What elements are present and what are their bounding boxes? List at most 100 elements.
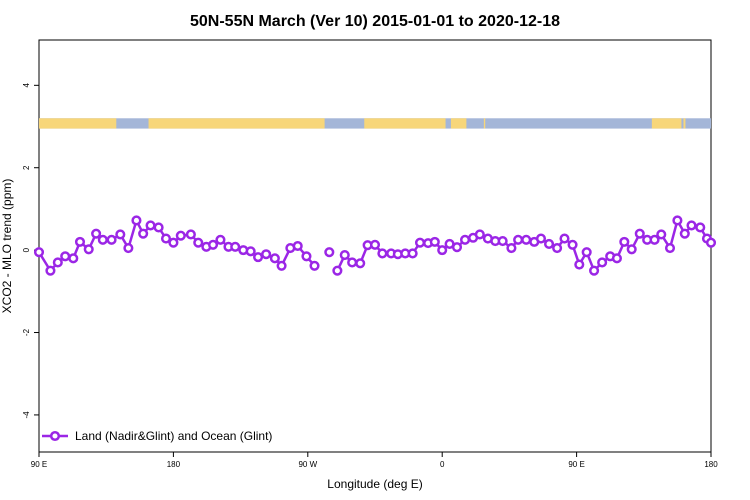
data-point [429,236,440,247]
data-point [97,234,108,245]
data-point [459,234,471,245]
x-tick-label: 90 E [31,460,47,469]
data-point [705,237,717,248]
data-point [131,215,142,226]
data-point [581,247,592,258]
x-axis: 90 E 180 90 W 0 90 E 180 [31,452,718,469]
data-point [106,234,117,245]
data-point [160,233,172,244]
data-point [634,228,645,239]
land-segment [450,118,467,129]
data-point [68,253,79,264]
data-point [521,234,532,245]
data-point [245,246,256,257]
data-point [506,243,517,254]
land-segment [483,118,486,129]
land-segment [651,118,682,129]
data-point [656,229,667,240]
data-point [261,249,272,260]
data-point [649,234,660,245]
y-tick-label: 2 [22,165,31,170]
land-segment [39,118,117,129]
data-point [679,228,690,239]
legend-marker [49,430,61,442]
data-point [535,233,547,244]
land-segment [364,118,446,129]
data-point [347,257,358,268]
data-point [185,229,196,240]
land-segment [148,118,325,129]
chart-title: 50N-55N March (Ver 10) 2015-01-01 to 202… [190,13,560,30]
data-point [269,253,280,264]
data-point [83,244,94,255]
data-point [552,243,563,254]
data-point [513,234,524,245]
data-point [589,265,600,276]
data-point [276,260,287,271]
data-point [45,265,56,276]
data-point [574,259,585,270]
x-tick-label: 0 [440,460,445,469]
data-point [91,228,102,239]
data-point [52,257,63,268]
y-tick-label: 4 [22,83,31,88]
data-point [664,243,676,254]
legend: Land (Nadir&Glint) and Ocean (Glint) [42,429,272,443]
data-point [60,251,71,262]
data-point [123,243,134,254]
data-point [619,236,630,247]
data-point [115,229,126,240]
data-point [339,250,350,261]
data-point [559,233,570,244]
data-point [611,253,622,264]
data-point [626,244,637,255]
data-point [377,248,388,259]
data-point [301,251,312,262]
data-point [309,260,320,271]
data-point [355,258,366,269]
y-tick-label: -4 [22,411,31,419]
legend-label: Land (Nadir&Glint) and Ocean (Glint) [75,429,272,443]
series-layer [33,215,717,276]
data-point [695,222,706,233]
data-point [414,237,426,248]
data-point [138,228,149,239]
data-point [253,252,264,263]
land-segment [683,118,686,129]
y-tick-label: 0 [22,247,31,252]
x-tick-label: 90 E [568,460,584,469]
data-point [407,248,418,259]
data-point [437,245,448,256]
x-tick-label: 180 [167,460,181,469]
data-point [153,222,164,233]
data-point [451,242,463,253]
data-point [230,241,241,252]
data-point [332,265,343,276]
data-point [33,247,45,258]
data-point [145,220,156,231]
data-point [292,240,303,252]
x-axis-label: Longitude (deg E) [327,477,422,491]
y-tick-label: -2 [22,328,31,336]
data-point [474,229,485,240]
data-point [686,220,697,231]
data-point [175,230,186,241]
data-point [193,237,204,248]
data-point [597,257,608,268]
data-point [543,238,555,249]
data-point [207,239,219,250]
data-point [369,239,381,250]
data-point [324,247,335,258]
data-point [74,236,86,247]
y-axis-label: XCO2 - MLO trend (ppm) [0,179,14,314]
data-point [672,215,683,226]
x-tick-label: 180 [704,460,718,469]
data-point [215,234,226,245]
series-line [336,219,709,272]
land-ocean-band [39,118,711,129]
data-point [168,237,179,248]
x-tick-label: 90 W [298,460,317,469]
data-point [567,239,578,250]
data-point [497,236,508,247]
